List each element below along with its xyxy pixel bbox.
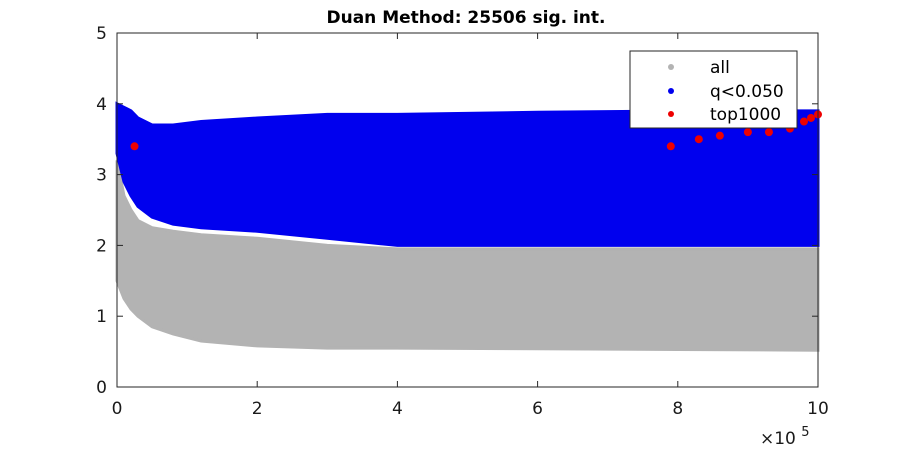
x-tick-label: 10	[807, 399, 829, 419]
y-tick-label: 5	[96, 24, 107, 44]
series-point-top1000	[764, 128, 773, 137]
y-tick-label: 4	[96, 95, 107, 115]
legend-label-top1000: top1000	[710, 105, 781, 125]
series-point-top1000	[694, 135, 703, 144]
legend-marker-top1000	[668, 111, 674, 117]
x-tick-label: 2	[252, 399, 263, 419]
legend-marker-q	[668, 88, 674, 94]
x-exponent-base: ×10	[760, 429, 796, 449]
x-exponent-label: ×10 5	[760, 425, 810, 449]
series-point-top1000	[666, 142, 675, 151]
plot-area	[115, 101, 822, 352]
x-tick-label: 0	[112, 399, 123, 419]
x-tick-label: 6	[532, 399, 543, 419]
series-point-top1000	[799, 117, 808, 126]
series-point-top1000	[743, 128, 752, 137]
y-tick-label: 1	[96, 307, 107, 327]
legend-box	[629, 50, 798, 129]
axes-frame	[116, 32, 819, 388]
y-tick-label: 2	[96, 236, 107, 256]
legend-label-q: q<0.050	[710, 82, 784, 102]
x-tick-label: 4	[392, 399, 403, 419]
chart-title: Duan Method: 25506 sig. int.	[326, 8, 605, 28]
legend: all q<0.050 top1000	[629, 50, 798, 129]
series-point-top1000	[130, 142, 139, 151]
x-tick-label: 8	[672, 399, 683, 419]
series-point-top1000	[715, 131, 724, 140]
y-tick-label: 0	[96, 378, 107, 398]
axes: 0 2 4 6 8 10 0 1 2 3 4 5	[96, 24, 829, 419]
legend-label-all: all	[710, 58, 730, 78]
svg-text:×10 5: ×10 5	[760, 425, 810, 449]
x-exponent-power: 5	[801, 425, 809, 440]
y-tick-label: 3	[96, 166, 107, 186]
series-point-top1000	[806, 113, 815, 122]
legend-marker-all	[668, 64, 674, 70]
